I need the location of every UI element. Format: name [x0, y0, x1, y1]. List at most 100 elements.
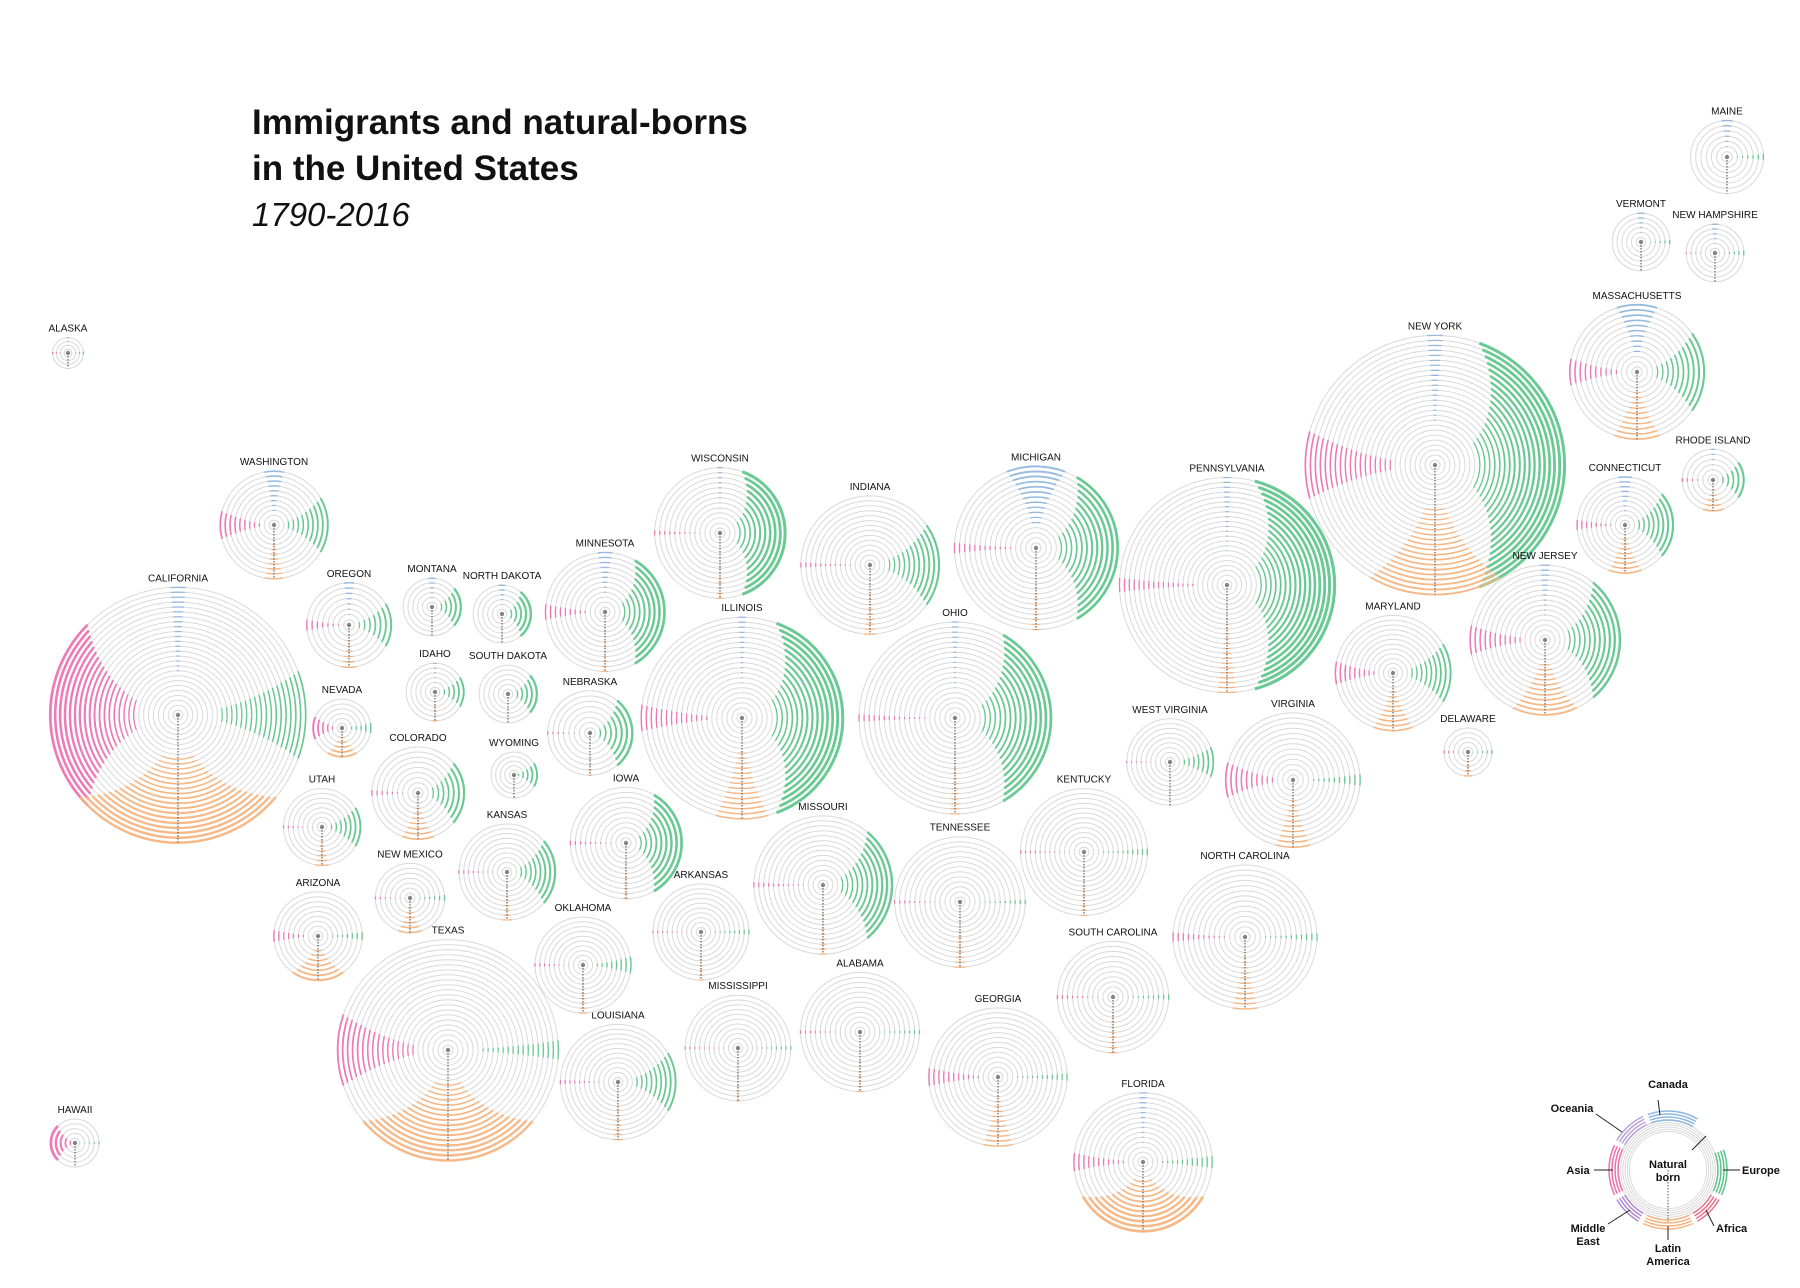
europe-arc: [459, 677, 465, 707]
asia-arc: [387, 1037, 390, 1063]
europe-arc: [1567, 630, 1571, 650]
state-label: TEXAS: [432, 926, 465, 937]
canada-arc: [1015, 480, 1057, 486]
europe-arc: [363, 620, 366, 630]
legend-label-africa: Africa: [1716, 1223, 1748, 1235]
state-mississippi: MISSISSIPPI: [684, 981, 792, 1102]
latin-america-arc: [728, 786, 756, 790]
state-minnesota: MINNESOTA: [544, 539, 666, 673]
latin-america-arc: [151, 767, 205, 775]
latin-america-arc: [1626, 411, 1648, 415]
canada-arc: [1026, 506, 1046, 509]
asia-arc: [645, 705, 648, 731]
state-label: NEW YORK: [1408, 321, 1463, 332]
state-louisiana: LOUISIANA: [559, 1010, 677, 1141]
europe-arc: [1490, 381, 1536, 549]
latin-america-arc: [397, 1111, 499, 1132]
latin-america-arc: [722, 800, 762, 805]
latin-america-arc: [1386, 562, 1484, 576]
chart-title: Immigrants and natural-borns in the Unit…: [252, 100, 748, 238]
asia-arc: [54, 1130, 62, 1156]
latin-america-arc: [1520, 699, 1570, 706]
europe-arc: [922, 529, 936, 601]
natural-born-ring: [404, 892, 416, 904]
asia-arc: [371, 1031, 376, 1069]
latin-america-arc: [715, 814, 769, 820]
natural-born-ring: [268, 519, 280, 531]
state-label: TENNESSEE: [930, 823, 991, 834]
state-alaska: ALASKA: [49, 324, 88, 369]
legend-label-middle-east: Middle East: [1571, 1223, 1606, 1248]
asia-arc: [98, 675, 111, 755]
canada-arc: [265, 475, 283, 478]
state-north-dakota: NORTH DAKOTA: [463, 571, 542, 644]
asia-arc: [1334, 444, 1339, 486]
natural-born-ring: [1107, 991, 1119, 1003]
europe-arc: [1590, 593, 1612, 687]
canada-arc: [1617, 476, 1633, 479]
state-south-carolina: SOUTH CAROLINA: [1056, 927, 1170, 1054]
europe-arc: [450, 767, 461, 819]
asia-arc: [1256, 773, 1258, 787]
asia-arc: [1469, 625, 1473, 655]
asia-arc: [1319, 438, 1325, 492]
europe-arc: [1264, 546, 1282, 624]
canada-arc: [266, 480, 282, 483]
asia-arc: [224, 512, 228, 538]
state-west-virginia: WEST VIRGINIA: [1126, 705, 1215, 806]
europe-arc: [519, 867, 523, 877]
latin-america-arc: [1617, 552, 1633, 555]
latin-america-arc: [362, 1120, 534, 1162]
latin-america-arc: [1536, 673, 1554, 676]
legend-asia-arc: [1614, 1147, 1621, 1193]
europe-arc: [848, 870, 854, 900]
canada-arc: [1022, 496, 1050, 500]
asia-arc: [1369, 455, 1372, 475]
legend-asia-arc: [1617, 1148, 1624, 1192]
natural-born-ring: [1068, 836, 1100, 868]
latin-america-arc: [724, 796, 760, 800]
asia-arc: [312, 716, 317, 740]
title-years: 1790-2016: [252, 196, 410, 233]
europe-arc: [598, 728, 602, 738]
canada-arc: [1623, 319, 1651, 323]
europe-arc: [1473, 441, 1481, 489]
asia-arc: [1359, 452, 1362, 478]
state-label: MINNESOTA: [576, 539, 635, 550]
europe-arc: [648, 822, 658, 864]
natural-born-ring: [1164, 756, 1176, 768]
natural-born-ring: [992, 1071, 1004, 1083]
europe-arc: [521, 771, 524, 779]
state-label: WASHINGTON: [240, 457, 308, 468]
europe-arc: [610, 716, 618, 750]
europe-arc: [526, 679, 533, 709]
natural-born-ring: [1287, 774, 1299, 786]
state-washington: WASHINGTON: [219, 457, 329, 580]
natural-born-ring: [502, 688, 514, 700]
latin-america-arc: [1705, 503, 1721, 507]
europe-arc: [319, 497, 329, 553]
europe-arc: [612, 711, 623, 755]
legend-natural-born-ring: [1620, 1122, 1716, 1218]
europe-arc: [1484, 355, 1556, 575]
asia-arc: [392, 1039, 395, 1061]
europe-arc: [1254, 479, 1337, 691]
europe-arc: [844, 874, 849, 896]
state-label: PENNSYLVANIA: [1189, 464, 1265, 475]
state-label: MISSISSIPPI: [708, 981, 767, 992]
europe-arc: [656, 1064, 663, 1100]
asia-arc: [1374, 456, 1377, 474]
europe-arc: [1201, 752, 1205, 772]
natural-born-ring: [612, 1076, 624, 1088]
europe-arc: [368, 617, 371, 633]
natural-born-ring: [620, 837, 632, 849]
europe-arc: [784, 655, 819, 781]
europe-arc: [774, 695, 783, 741]
state-label: MONTANA: [407, 564, 457, 575]
state-nevada: NEVADA: [312, 685, 372, 758]
europe-arc: [736, 521, 741, 545]
europe-arc: [1268, 529, 1297, 641]
state-wyoming: WYOMING: [489, 738, 539, 799]
europe-arc: [1255, 566, 1262, 604]
europe-arc: [1489, 400, 1521, 530]
